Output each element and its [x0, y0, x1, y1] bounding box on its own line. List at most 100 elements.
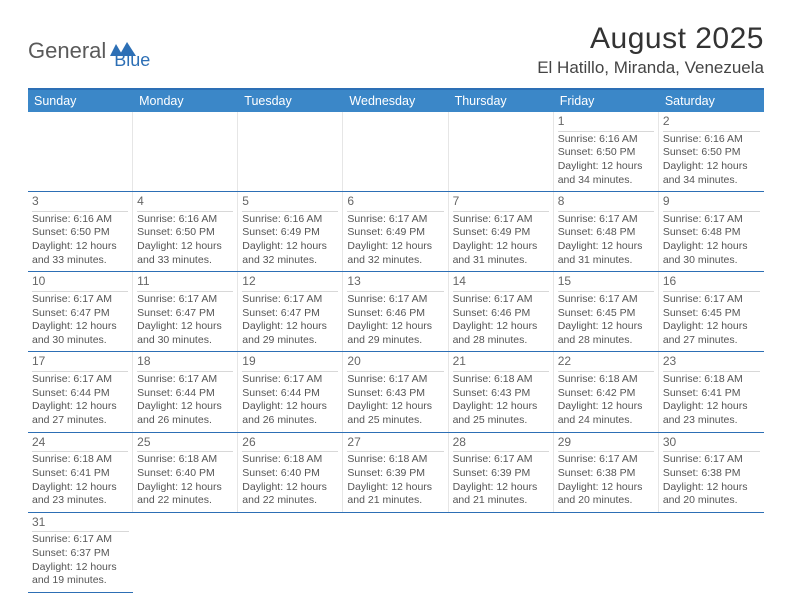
day-info-line: Daylight: 12 hours — [663, 320, 760, 334]
day-info-line: Daylight: 12 hours — [32, 481, 128, 495]
day-info-line: Daylight: 12 hours — [242, 320, 338, 334]
day-number: 10 — [32, 274, 128, 292]
day-info-line: and 20 minutes. — [558, 494, 654, 508]
calendar-day-empty — [238, 112, 343, 191]
calendar-day: 6Sunrise: 6:17 AMSunset: 6:49 PMDaylight… — [343, 192, 448, 271]
day-info-line: Sunset: 6:49 PM — [242, 226, 338, 240]
day-info-line: and 32 minutes. — [242, 254, 338, 268]
day-info-line: Sunrise: 6:16 AM — [137, 213, 233, 227]
weekday-header: Tuesday — [238, 90, 343, 112]
day-number: 7 — [453, 194, 549, 212]
day-info-line: Sunset: 6:41 PM — [663, 387, 760, 401]
day-number: 26 — [242, 435, 338, 453]
day-info-line: Sunrise: 6:17 AM — [32, 373, 128, 387]
day-info-line: and 30 minutes. — [663, 254, 760, 268]
day-info-line: Sunrise: 6:17 AM — [663, 293, 760, 307]
calendar-day: 26Sunrise: 6:18 AMSunset: 6:40 PMDayligh… — [238, 433, 343, 512]
day-info-line: Sunrise: 6:18 AM — [558, 373, 654, 387]
calendar-day-empty — [449, 513, 554, 593]
day-info-line: Sunrise: 6:17 AM — [32, 533, 129, 547]
day-info-line: Daylight: 12 hours — [453, 400, 549, 414]
day-info-line: Sunrise: 6:17 AM — [137, 373, 233, 387]
day-info-line: and 34 minutes. — [663, 174, 760, 188]
day-number: 21 — [453, 354, 549, 372]
calendar-week: 10Sunrise: 6:17 AMSunset: 6:47 PMDayligh… — [28, 272, 764, 352]
day-number: 24 — [32, 435, 128, 453]
day-info-line: and 24 minutes. — [558, 414, 654, 428]
day-info-line: Sunset: 6:45 PM — [663, 307, 760, 321]
day-info-line: and 33 minutes. — [32, 254, 128, 268]
day-info-line: Sunset: 6:40 PM — [137, 467, 233, 481]
day-info-line: Daylight: 12 hours — [242, 481, 338, 495]
day-info-line: Sunset: 6:48 PM — [663, 226, 760, 240]
day-number: 27 — [347, 435, 443, 453]
calendar-day-empty — [238, 513, 343, 593]
day-number: 3 — [32, 194, 128, 212]
day-info-line: and 34 minutes. — [558, 174, 654, 188]
calendar-day-empty — [133, 513, 238, 593]
title-block: August 2025 El Hatillo, Miranda, Venezue… — [537, 22, 764, 78]
calendar-day-empty — [343, 112, 448, 191]
day-info-line: Sunset: 6:44 PM — [242, 387, 338, 401]
location-text: El Hatillo, Miranda, Venezuela — [537, 58, 764, 78]
day-info-line: Daylight: 12 hours — [347, 240, 443, 254]
day-info-line: Daylight: 12 hours — [347, 481, 443, 495]
day-info-line: Sunset: 6:46 PM — [453, 307, 549, 321]
day-number: 13 — [347, 274, 443, 292]
day-number: 6 — [347, 194, 443, 212]
weekday-header: Monday — [133, 90, 238, 112]
day-info-line: and 23 minutes. — [32, 494, 128, 508]
day-info-line: Sunset: 6:49 PM — [453, 226, 549, 240]
day-info-line: Sunrise: 6:17 AM — [663, 453, 760, 467]
weekday-header: Saturday — [659, 90, 764, 112]
day-number: 15 — [558, 274, 654, 292]
day-info-line: Sunset: 6:50 PM — [663, 146, 760, 160]
calendar-day: 25Sunrise: 6:18 AMSunset: 6:40 PMDayligh… — [133, 433, 238, 512]
logo: General Blue — [28, 30, 150, 71]
calendar-day: 31Sunrise: 6:17 AMSunset: 6:37 PMDayligh… — [28, 513, 133, 593]
calendar-day: 13Sunrise: 6:17 AMSunset: 6:46 PMDayligh… — [343, 272, 448, 351]
day-info-line: Sunrise: 6:16 AM — [242, 213, 338, 227]
day-info-line: Sunset: 6:47 PM — [32, 307, 128, 321]
day-info-line: Sunrise: 6:17 AM — [453, 453, 549, 467]
calendar-week: 3Sunrise: 6:16 AMSunset: 6:50 PMDaylight… — [28, 192, 764, 272]
day-number: 2 — [663, 114, 760, 132]
day-info-line: Daylight: 12 hours — [32, 320, 128, 334]
day-info-line: Sunrise: 6:17 AM — [558, 213, 654, 227]
day-info-line: and 19 minutes. — [32, 574, 129, 588]
day-info-line: Daylight: 12 hours — [663, 400, 760, 414]
calendar-day: 24Sunrise: 6:18 AMSunset: 6:41 PMDayligh… — [28, 433, 133, 512]
day-info-line: Daylight: 12 hours — [242, 400, 338, 414]
calendar-day: 16Sunrise: 6:17 AMSunset: 6:45 PMDayligh… — [659, 272, 764, 351]
day-info-line: and 26 minutes. — [137, 414, 233, 428]
calendar-day-empty — [343, 513, 448, 593]
weekday-header: Thursday — [449, 90, 554, 112]
day-info-line: and 30 minutes. — [137, 334, 233, 348]
calendar-day: 30Sunrise: 6:17 AMSunset: 6:38 PMDayligh… — [659, 433, 764, 512]
day-info-line: Sunrise: 6:16 AM — [663, 133, 760, 147]
day-info-line: Daylight: 12 hours — [347, 400, 443, 414]
day-info-line: Sunset: 6:47 PM — [137, 307, 233, 321]
day-info-line: and 29 minutes. — [242, 334, 338, 348]
day-info-line: Sunset: 6:37 PM — [32, 547, 129, 561]
day-info-line: Daylight: 12 hours — [32, 240, 128, 254]
day-number: 9 — [663, 194, 760, 212]
calendar-day: 9Sunrise: 6:17 AMSunset: 6:48 PMDaylight… — [659, 192, 764, 271]
day-info-line: Sunset: 6:38 PM — [663, 467, 760, 481]
day-info-line: Sunset: 6:49 PM — [347, 226, 443, 240]
day-info-line: Sunset: 6:48 PM — [558, 226, 654, 240]
day-info-line: Daylight: 12 hours — [558, 320, 654, 334]
day-info-line: Daylight: 12 hours — [663, 481, 760, 495]
day-info-line: and 25 minutes. — [347, 414, 443, 428]
calendar-day: 8Sunrise: 6:17 AMSunset: 6:48 PMDaylight… — [554, 192, 659, 271]
calendar-day-empty — [554, 513, 659, 593]
day-info-line: and 28 minutes. — [558, 334, 654, 348]
calendar-day: 10Sunrise: 6:17 AMSunset: 6:47 PMDayligh… — [28, 272, 133, 351]
day-info-line: Sunrise: 6:18 AM — [347, 453, 443, 467]
day-info-line: and 32 minutes. — [347, 254, 443, 268]
calendar-day: 18Sunrise: 6:17 AMSunset: 6:44 PMDayligh… — [133, 352, 238, 431]
day-info-line: Sunset: 6:44 PM — [32, 387, 128, 401]
day-info-line: Sunset: 6:44 PM — [137, 387, 233, 401]
day-info-line: Daylight: 12 hours — [137, 240, 233, 254]
calendar-day: 12Sunrise: 6:17 AMSunset: 6:47 PMDayligh… — [238, 272, 343, 351]
